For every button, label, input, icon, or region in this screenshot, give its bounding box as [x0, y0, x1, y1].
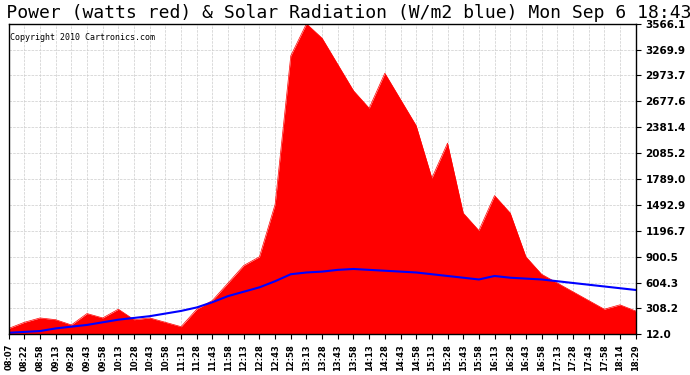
Text: Copyright 2010 Cartronics.com: Copyright 2010 Cartronics.com [10, 33, 155, 42]
Title: Grid Power (watts red) & Solar Radiation (W/m2 blue) Mon Sep 6 18:43: Grid Power (watts red) & Solar Radiation… [0, 4, 690, 22]
